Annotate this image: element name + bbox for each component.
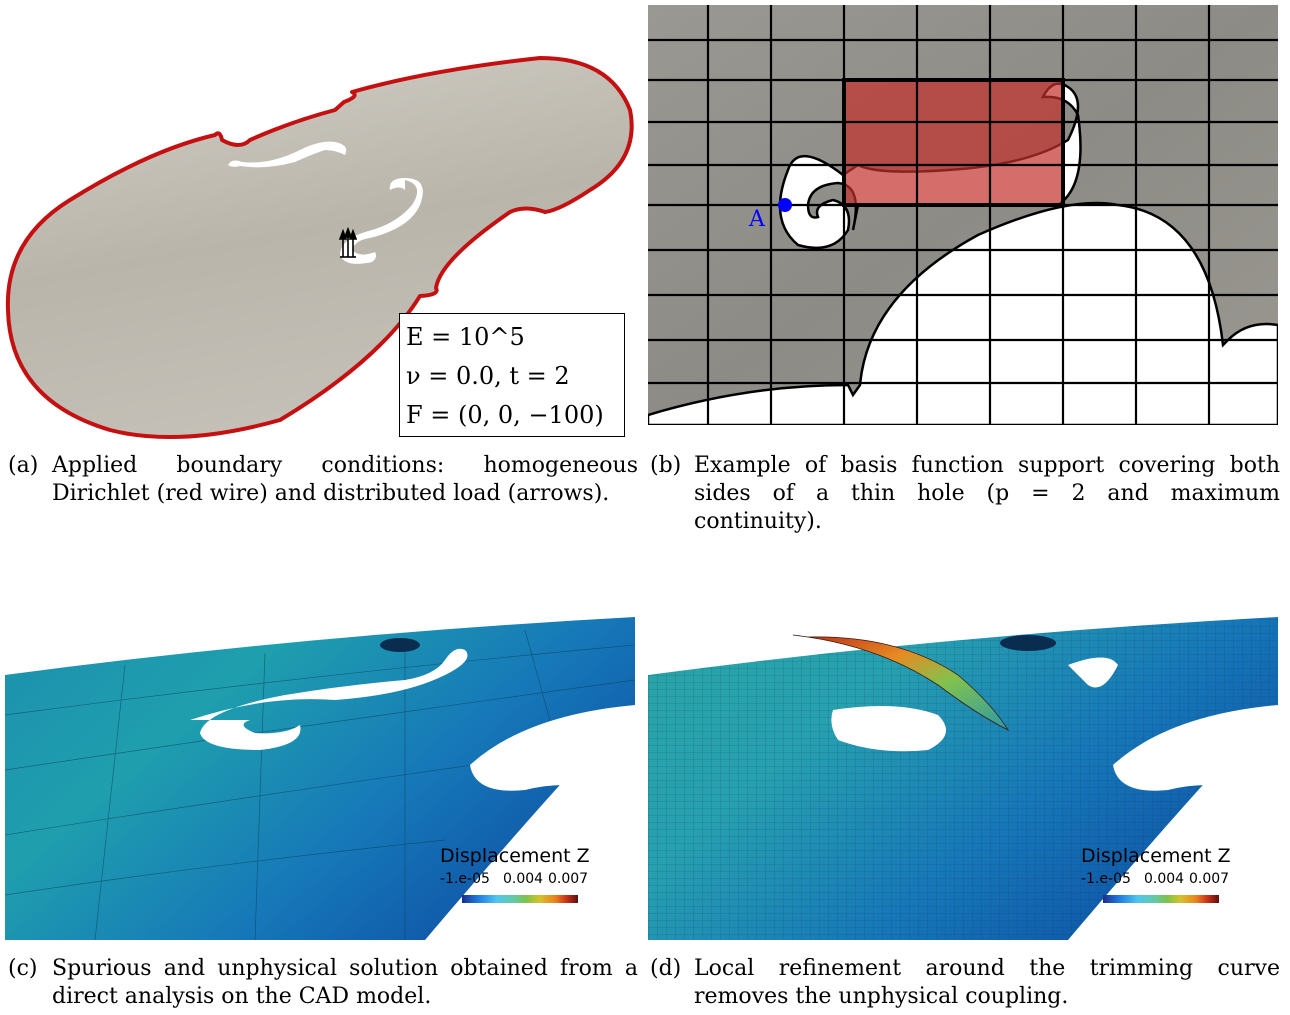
caption-b: (b) Example of basis function support co… <box>650 452 1280 542</box>
displacement-render-d <box>648 617 1278 940</box>
violin-outline <box>5 56 634 439</box>
displacement-render-c <box>5 617 635 940</box>
s-hole-c <box>190 648 468 750</box>
legend-c-title: Displacement Z <box>440 845 590 867</box>
legend-c: Displacement Z -1.e-05 0.004 0.007 <box>440 845 600 915</box>
mesh-grid <box>648 5 1278 425</box>
caption-b-text: Example of basis function support coveri… <box>694 453 1280 534</box>
point-a-marker <box>778 198 792 212</box>
legend-c-tick-mid: 0.004 <box>503 871 544 887</box>
param-force: F = (0, 0, −100) <box>406 401 604 429</box>
param-young-modulus: E = 10^5 <box>406 323 525 351</box>
legend-d-tick-max: 0.007 <box>1189 871 1230 887</box>
caption-d-tag: (d) <box>650 956 682 981</box>
bout-hole-c <box>470 705 635 805</box>
legend-d-tick-min: -1.e-05 <box>1081 871 1131 887</box>
dark-spot-c <box>380 638 420 652</box>
caption-b-tag: (b) <box>650 453 682 478</box>
caption-a-text: Applied boundary conditions: homogeneous… <box>52 453 638 506</box>
legend-c-tick-min: -1.e-05 <box>440 871 490 887</box>
caption-c-text: Spurious and unphysical solution obtaine… <box>52 956 638 1009</box>
dark-spot-d <box>1000 635 1056 651</box>
point-a-label: A <box>749 207 765 232</box>
legend-d-title: Displacement Z <box>1081 845 1231 867</box>
load-arrows <box>338 226 358 258</box>
material-parameters-box: E = 10^5 ν = 0.0, t = 2 F = (0, 0, −100) <box>399 313 625 437</box>
coarse-mesh-lines <box>5 629 635 940</box>
caption-a: (a) Applied boundary conditions: homogen… <box>8 452 638 512</box>
legend-c-colorbar <box>462 895 578 903</box>
caption-d-text: Local refinement around the trimming cur… <box>694 956 1280 1009</box>
panel-c-spurious-solution-figure <box>5 605 635 940</box>
panel-d-refined-solution-figure <box>648 605 1278 940</box>
panel-a-violin-figure: E = 10^5 ν = 0.0, t = 2 F = (0, 0, −100) <box>0 0 640 440</box>
panel-b-basis-support-figure <box>648 5 1278 425</box>
grid-render <box>648 5 1278 425</box>
s-hole-d <box>831 706 946 752</box>
legend-d-tick-mid: 0.004 <box>1144 871 1185 887</box>
legend-d-colorbar <box>1103 895 1219 903</box>
lower-bout-hole <box>648 201 1278 425</box>
basis-support-region <box>842 78 1065 207</box>
legend-d: Displacement Z -1.e-05 0.004 0.007 <box>1081 845 1241 915</box>
caption-c: (c) Spurious and unphysical solution obt… <box>8 955 638 1015</box>
caption-c-tag: (c) <box>8 956 38 981</box>
caption-a-tag: (a) <box>8 453 39 478</box>
param-poisson-thickness: ν = 0.0, t = 2 <box>406 362 570 390</box>
caption-d: (d) Local refinement around the trimming… <box>650 955 1280 1015</box>
upper-f-hole <box>228 141 347 168</box>
violin-plate-render <box>5 56 634 439</box>
scroll-hole-d <box>1068 657 1118 688</box>
unphysical-wing <box>792 634 1010 731</box>
shell-surface-c <box>5 617 635 940</box>
bout-hole-d <box>1113 705 1278 805</box>
legend-c-tick-max: 0.007 <box>548 871 589 887</box>
refined-mesh-lines <box>648 617 1278 940</box>
